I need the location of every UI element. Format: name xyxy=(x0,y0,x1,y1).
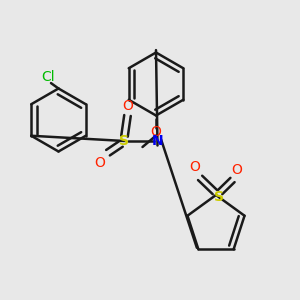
Text: S: S xyxy=(119,134,130,148)
Text: O: O xyxy=(94,156,105,170)
Text: O: O xyxy=(151,125,161,139)
Text: O: O xyxy=(122,98,133,112)
Text: Cl: Cl xyxy=(41,70,55,84)
Text: N: N xyxy=(152,134,163,148)
Text: O: O xyxy=(190,160,200,174)
Text: S: S xyxy=(214,190,224,204)
Text: O: O xyxy=(232,163,242,177)
